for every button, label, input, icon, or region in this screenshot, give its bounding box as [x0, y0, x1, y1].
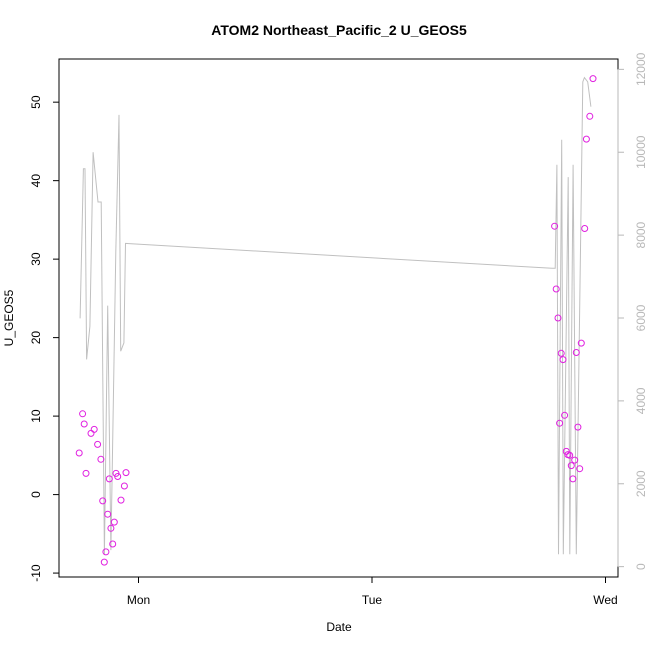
- data-point: [82, 469, 90, 477]
- data-point: [557, 349, 565, 357]
- data-point: [576, 465, 584, 473]
- data-point: [574, 423, 582, 431]
- data-point: [107, 524, 115, 532]
- data-point: [80, 420, 88, 428]
- data-point: [97, 455, 105, 463]
- data-point: [582, 135, 590, 143]
- data-point: [114, 473, 122, 480]
- data-point: [122, 469, 130, 477]
- data-point: [100, 558, 108, 566]
- left-tick-label: 50: [29, 95, 43, 109]
- data-point: [581, 225, 589, 232]
- left-tick-label: 20: [29, 331, 43, 345]
- data-point: [559, 356, 567, 364]
- x-axis-label: Date: [326, 620, 352, 634]
- data-point: [554, 314, 562, 322]
- data-point: [569, 475, 577, 483]
- right-tick-label: 10000: [634, 135, 648, 169]
- left-tick-label: 0: [29, 491, 43, 498]
- data-point: [589, 75, 597, 83]
- left-tick-label: -10: [29, 564, 43, 582]
- data-point: [75, 449, 83, 457]
- data-point: [105, 475, 113, 483]
- right-tick-label: 0: [634, 563, 648, 570]
- right-axis: 0 2000 4000 6000 8000 10000 12000: [617, 52, 648, 570]
- data-points-group: [75, 75, 597, 566]
- right-tick-label: 6000: [634, 304, 648, 331]
- left-tick-label: 10: [29, 409, 43, 423]
- data-point: [556, 419, 564, 427]
- data-point: [87, 429, 95, 437]
- data-point: [552, 285, 560, 293]
- left-tick-label: 40: [29, 174, 43, 188]
- data-point: [109, 540, 117, 548]
- data-point: [79, 410, 87, 418]
- x-tick-label: Tue: [362, 593, 383, 607]
- left-tick-label: 30: [29, 252, 43, 266]
- data-point: [586, 112, 594, 120]
- data-point: [566, 451, 574, 459]
- x-axis: Mon Tue Wed: [127, 576, 618, 607]
- secondary-series-line: [79, 76, 592, 555]
- y-axis-label: U_GEOS5: [2, 289, 16, 346]
- data-point: [102, 548, 110, 556]
- chart-title: ATOM2 Northeast_Pacific_2 U_GEOS5: [211, 22, 467, 38]
- data-point: [104, 510, 112, 518]
- data-point: [110, 518, 118, 526]
- data-point: [561, 411, 569, 419]
- secondary-series-line-group: [79, 76, 592, 555]
- data-point: [117, 496, 125, 504]
- x-tick-label: Mon: [127, 593, 150, 607]
- data-point: [571, 456, 579, 464]
- data-point: [94, 440, 102, 448]
- plot-frame: [58, 58, 619, 578]
- data-point: [551, 222, 559, 230]
- right-tick-label: 12000: [634, 52, 648, 86]
- data-point: [567, 462, 575, 470]
- data-point: [99, 497, 107, 505]
- data-point: [90, 425, 98, 433]
- x-tick-label: Wed: [593, 593, 617, 607]
- right-tick-label: 8000: [634, 221, 648, 248]
- data-point: [120, 482, 128, 490]
- data-point: [577, 339, 585, 347]
- left-axis: -10 0 10 20 30 40 50: [29, 95, 60, 582]
- right-tick-label: 4000: [634, 387, 648, 414]
- right-tick-label: 2000: [634, 470, 648, 497]
- data-point: [572, 349, 580, 356]
